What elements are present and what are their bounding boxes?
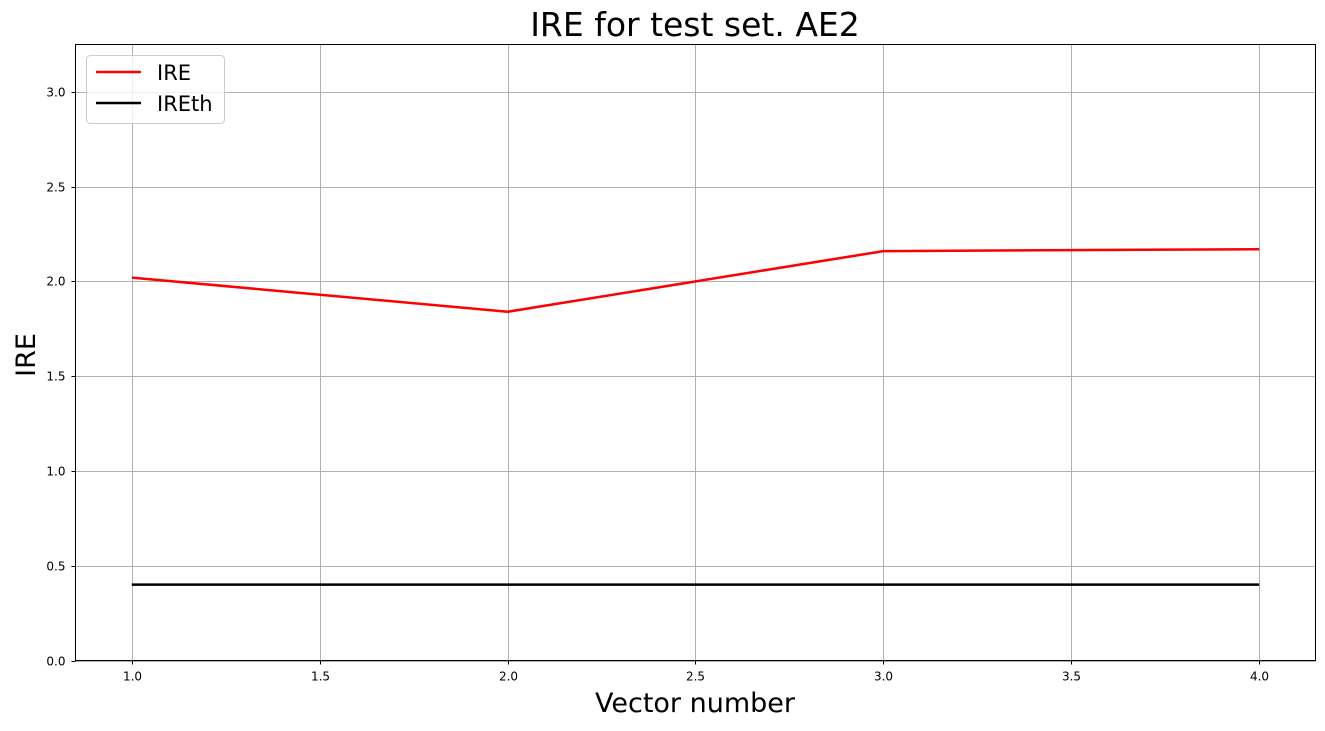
x-tick-label: 4.0 [1250, 670, 1269, 684]
y-tick-label: 1.0 [46, 465, 65, 479]
x-axis-label: Vector number [595, 688, 796, 719]
y-tick-label: 3.0 [46, 86, 65, 100]
plot-frame [75, 44, 1316, 661]
legend-label: IRE [157, 61, 191, 85]
x-tick-label: 2.0 [499, 670, 518, 684]
x-tick-label: 3.5 [1062, 670, 1081, 684]
y-tick-label: 2.5 [46, 181, 65, 195]
series-line-ire [131, 247, 1260, 313]
y-tick-label: 2.0 [46, 275, 65, 289]
legend-label: IREth [157, 92, 213, 116]
y-tick-label: 1.5 [46, 370, 65, 384]
y-tick-label: 0.0 [46, 655, 65, 669]
x-tick-label: 3.0 [874, 670, 893, 684]
x-tick-label: 1.0 [123, 670, 142, 684]
y-axis-label: IRE [11, 333, 42, 377]
legend: IRE IREth [86, 55, 225, 124]
y-tick-label: 0.5 [46, 560, 65, 574]
x-tick-label: 1.5 [311, 670, 330, 684]
x-tick-label: 2.5 [686, 670, 705, 684]
chart-title: IRE for test set. AE2 [530, 5, 860, 44]
